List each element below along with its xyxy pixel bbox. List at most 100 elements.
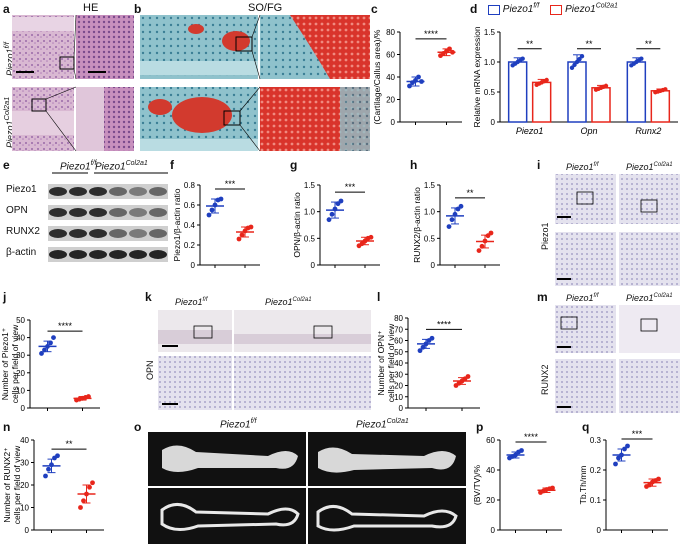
legend-ko-swatch bbox=[550, 4, 563, 15]
blot-band bbox=[149, 187, 167, 196]
data-point bbox=[519, 448, 524, 453]
he-ctrl-inset-box bbox=[59, 56, 75, 70]
i-ctrl-label: Piezo1f/f bbox=[566, 162, 599, 172]
y-axis-label: cells per field of view bbox=[10, 324, 20, 403]
y-axis-label: cells per field of view bbox=[386, 323, 396, 402]
x-tick-label: Piezo1 bbox=[516, 126, 544, 136]
y-tick-label: 0.4 bbox=[184, 221, 196, 230]
blot-band bbox=[89, 187, 107, 196]
bar bbox=[650, 90, 671, 123]
y-tick-label: 20 bbox=[486, 496, 495, 505]
y-axis-label: RUNX2/β-actin ratio bbox=[412, 187, 422, 263]
y-tick-label: 0 bbox=[597, 526, 602, 535]
bar bbox=[507, 61, 528, 123]
y-tick-label: 30 bbox=[16, 351, 25, 360]
data-point bbox=[452, 211, 458, 217]
bar bbox=[531, 81, 552, 123]
data-point bbox=[90, 480, 95, 486]
blot-band bbox=[129, 250, 147, 259]
data-point bbox=[429, 335, 435, 341]
blot-band bbox=[89, 208, 107, 217]
blot-band bbox=[49, 187, 67, 196]
panel-letter-c: c bbox=[371, 2, 378, 16]
data-point bbox=[579, 54, 585, 59]
data-point bbox=[465, 374, 471, 379]
he-stain-title: HE bbox=[83, 2, 99, 14]
y-axis-label: Relative mRNA expression bbox=[472, 26, 482, 127]
blot-protein-label: β-actin bbox=[6, 247, 37, 258]
y-tick-label: 0.3 bbox=[590, 436, 602, 445]
blot-protein-label: Piezo1 bbox=[6, 184, 37, 195]
data-point bbox=[663, 87, 668, 92]
panel-letter-h: h bbox=[410, 158, 418, 172]
data-point bbox=[209, 207, 215, 213]
legend-ko-label: Piezo1Col2a1 bbox=[565, 3, 618, 16]
data-point bbox=[520, 56, 525, 61]
sofg-ctrl-inset-box bbox=[235, 36, 253, 52]
data-point bbox=[574, 59, 580, 65]
data-point bbox=[613, 461, 618, 467]
y-tick-label: 40 bbox=[394, 359, 403, 368]
data-point bbox=[242, 228, 248, 234]
y-tick-label: 10 bbox=[16, 386, 25, 395]
data-point bbox=[212, 202, 218, 208]
data-point bbox=[513, 452, 518, 458]
significance-label: *** bbox=[632, 429, 643, 439]
significance-label: *** bbox=[225, 179, 236, 189]
data-point bbox=[417, 348, 423, 354]
y-tick-label: 0 bbox=[491, 526, 496, 535]
blot-protein-label: OPN bbox=[6, 205, 28, 216]
data-point bbox=[476, 248, 482, 254]
sofg-stain-title: SO/FG bbox=[248, 2, 283, 14]
data-point bbox=[619, 452, 624, 458]
panel-letter-i: i bbox=[537, 158, 541, 172]
chart-n: 0 10 20 30 40 Number of RUNX2⁺ cells per field… bbox=[2, 436, 104, 535]
y-tick-label: 1.5 bbox=[424, 181, 436, 190]
y-axis-label: cells per field of view bbox=[12, 445, 22, 524]
significance-label: ** bbox=[585, 39, 593, 49]
data-point bbox=[326, 217, 332, 223]
y-tick-label: 30 bbox=[394, 370, 403, 379]
y-tick-label: 0 bbox=[391, 118, 396, 127]
y-tick-label: 50 bbox=[16, 316, 25, 325]
y-tick-label: 0 bbox=[491, 118, 496, 127]
y-tick-label: 0.6 bbox=[184, 201, 196, 210]
data-point bbox=[78, 505, 83, 510]
he-ctrl-zoom bbox=[76, 15, 134, 79]
data-point bbox=[407, 83, 412, 89]
data-point bbox=[218, 196, 224, 202]
i-ko-label: Piezo1Col2a1 bbox=[626, 162, 673, 172]
data-point bbox=[332, 206, 338, 212]
bar bbox=[626, 61, 647, 123]
data-point bbox=[420, 344, 426, 350]
legend-ctrl-swatch bbox=[488, 4, 500, 15]
panel-letter-b: b bbox=[134, 2, 142, 16]
data-point bbox=[569, 65, 575, 70]
data-point bbox=[625, 443, 630, 449]
data-point bbox=[603, 83, 609, 89]
legend: Piezo1f/f Piezo1Col2a1 bbox=[488, 3, 618, 15]
data-point bbox=[248, 224, 254, 230]
data-point bbox=[479, 243, 485, 249]
ihc-piezo1-images bbox=[555, 174, 680, 286]
blot-band bbox=[49, 250, 67, 259]
y-tick-label: 0 bbox=[25, 526, 30, 535]
y-tick-label: 0.5 bbox=[484, 88, 496, 97]
y-tick-label: 0 bbox=[399, 404, 404, 413]
x-tick-label: Opn bbox=[580, 126, 597, 136]
o-ctrl-label: Piezo1f/f bbox=[220, 418, 257, 431]
o-ko-label: Piezo1Col2a1 bbox=[356, 418, 409, 431]
data-point bbox=[656, 476, 661, 482]
blot-band bbox=[109, 250, 127, 259]
bar bbox=[567, 61, 587, 123]
data-point bbox=[43, 473, 48, 479]
y-tick-label: 0 bbox=[431, 261, 436, 270]
data-point bbox=[81, 498, 86, 504]
y-tick-label: 0 bbox=[191, 261, 196, 270]
y-axis-label: OPN/β-actin ratio bbox=[292, 192, 302, 258]
data-point bbox=[446, 224, 452, 230]
blot-band bbox=[149, 208, 167, 217]
